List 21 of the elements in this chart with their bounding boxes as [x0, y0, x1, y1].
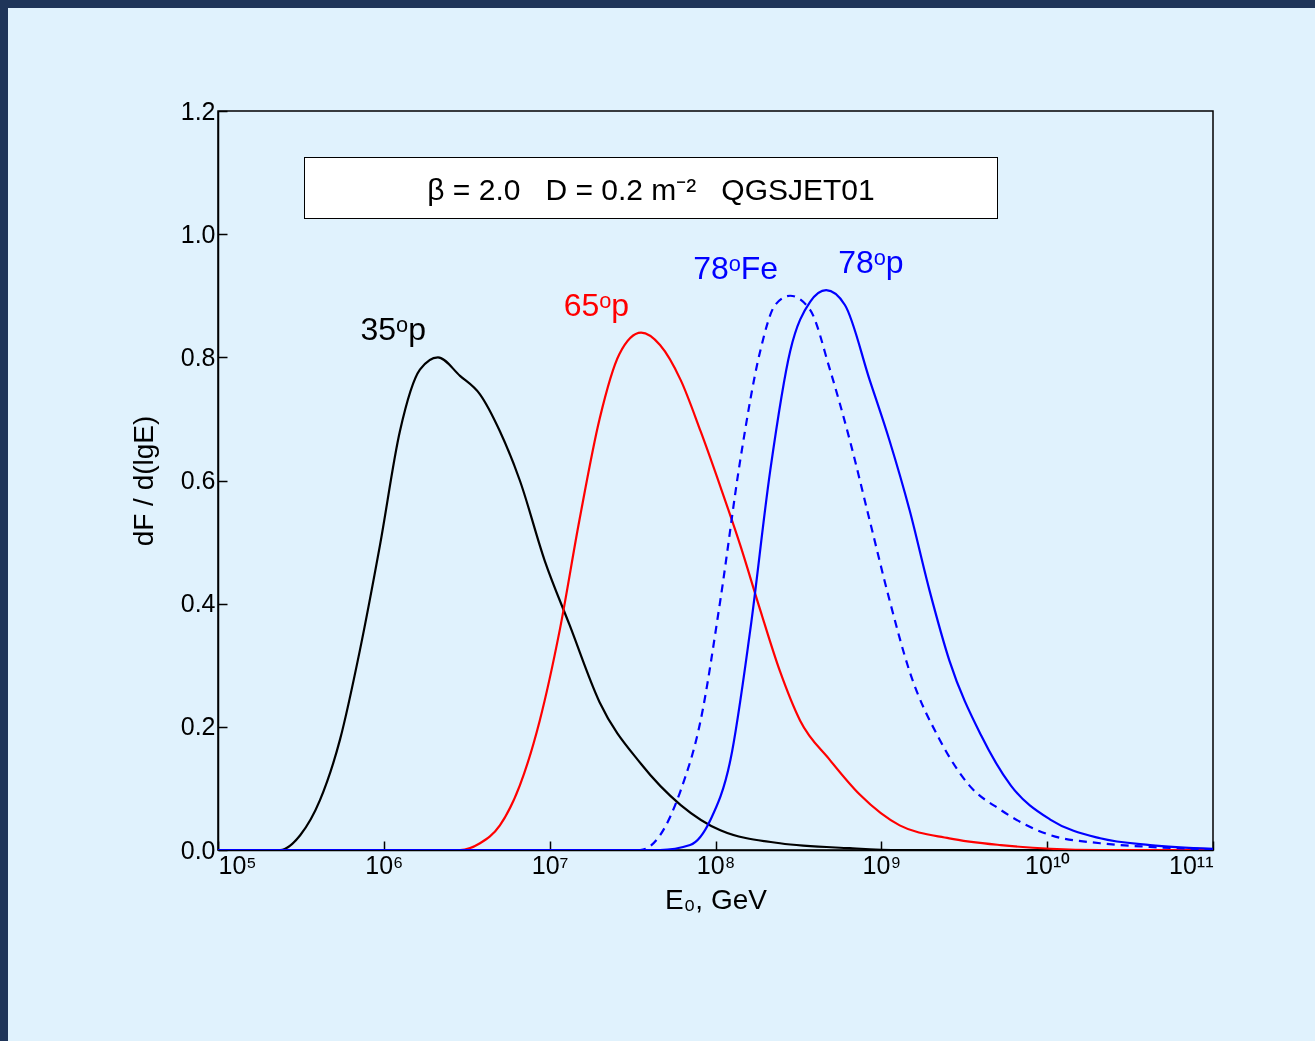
y-axis-title: dF / d(lgE): [127, 415, 159, 547]
y-tick-label: 0.6: [180, 466, 216, 494]
series-label: 78ᵒFe: [693, 249, 779, 286]
y-tick-label: 1.2: [180, 96, 216, 125]
x-tick-label: 10⁸: [696, 850, 736, 879]
x-tick-label: 10⁵: [218, 850, 257, 879]
y-tick-label: 0.2: [180, 712, 216, 741]
x-tick-label: 10¹⁰: [1025, 850, 1071, 879]
series-label: 65ᵒp: [563, 286, 630, 323]
x-axis-title: E₀, GeV: [665, 883, 768, 915]
series-label: 35ᵒp: [360, 311, 426, 348]
y-tick-label: 0.0: [180, 835, 216, 864]
x-tick-label: 10⁹: [862, 850, 902, 879]
y-tick-label: 1.0: [180, 219, 216, 248]
y-tick-label: 0.4: [180, 589, 216, 618]
x-tick-label: 10⁶: [365, 850, 404, 879]
x-tick-label: 10⁷: [531, 850, 569, 879]
y-tick-label: 0.8: [180, 342, 216, 371]
x-tick-label: 10¹¹: [1169, 850, 1214, 879]
series-label: 78ᵒp: [838, 244, 904, 281]
note-box: β = 2.0 D = 0.2 m⁻² QGSJET01: [304, 157, 998, 219]
